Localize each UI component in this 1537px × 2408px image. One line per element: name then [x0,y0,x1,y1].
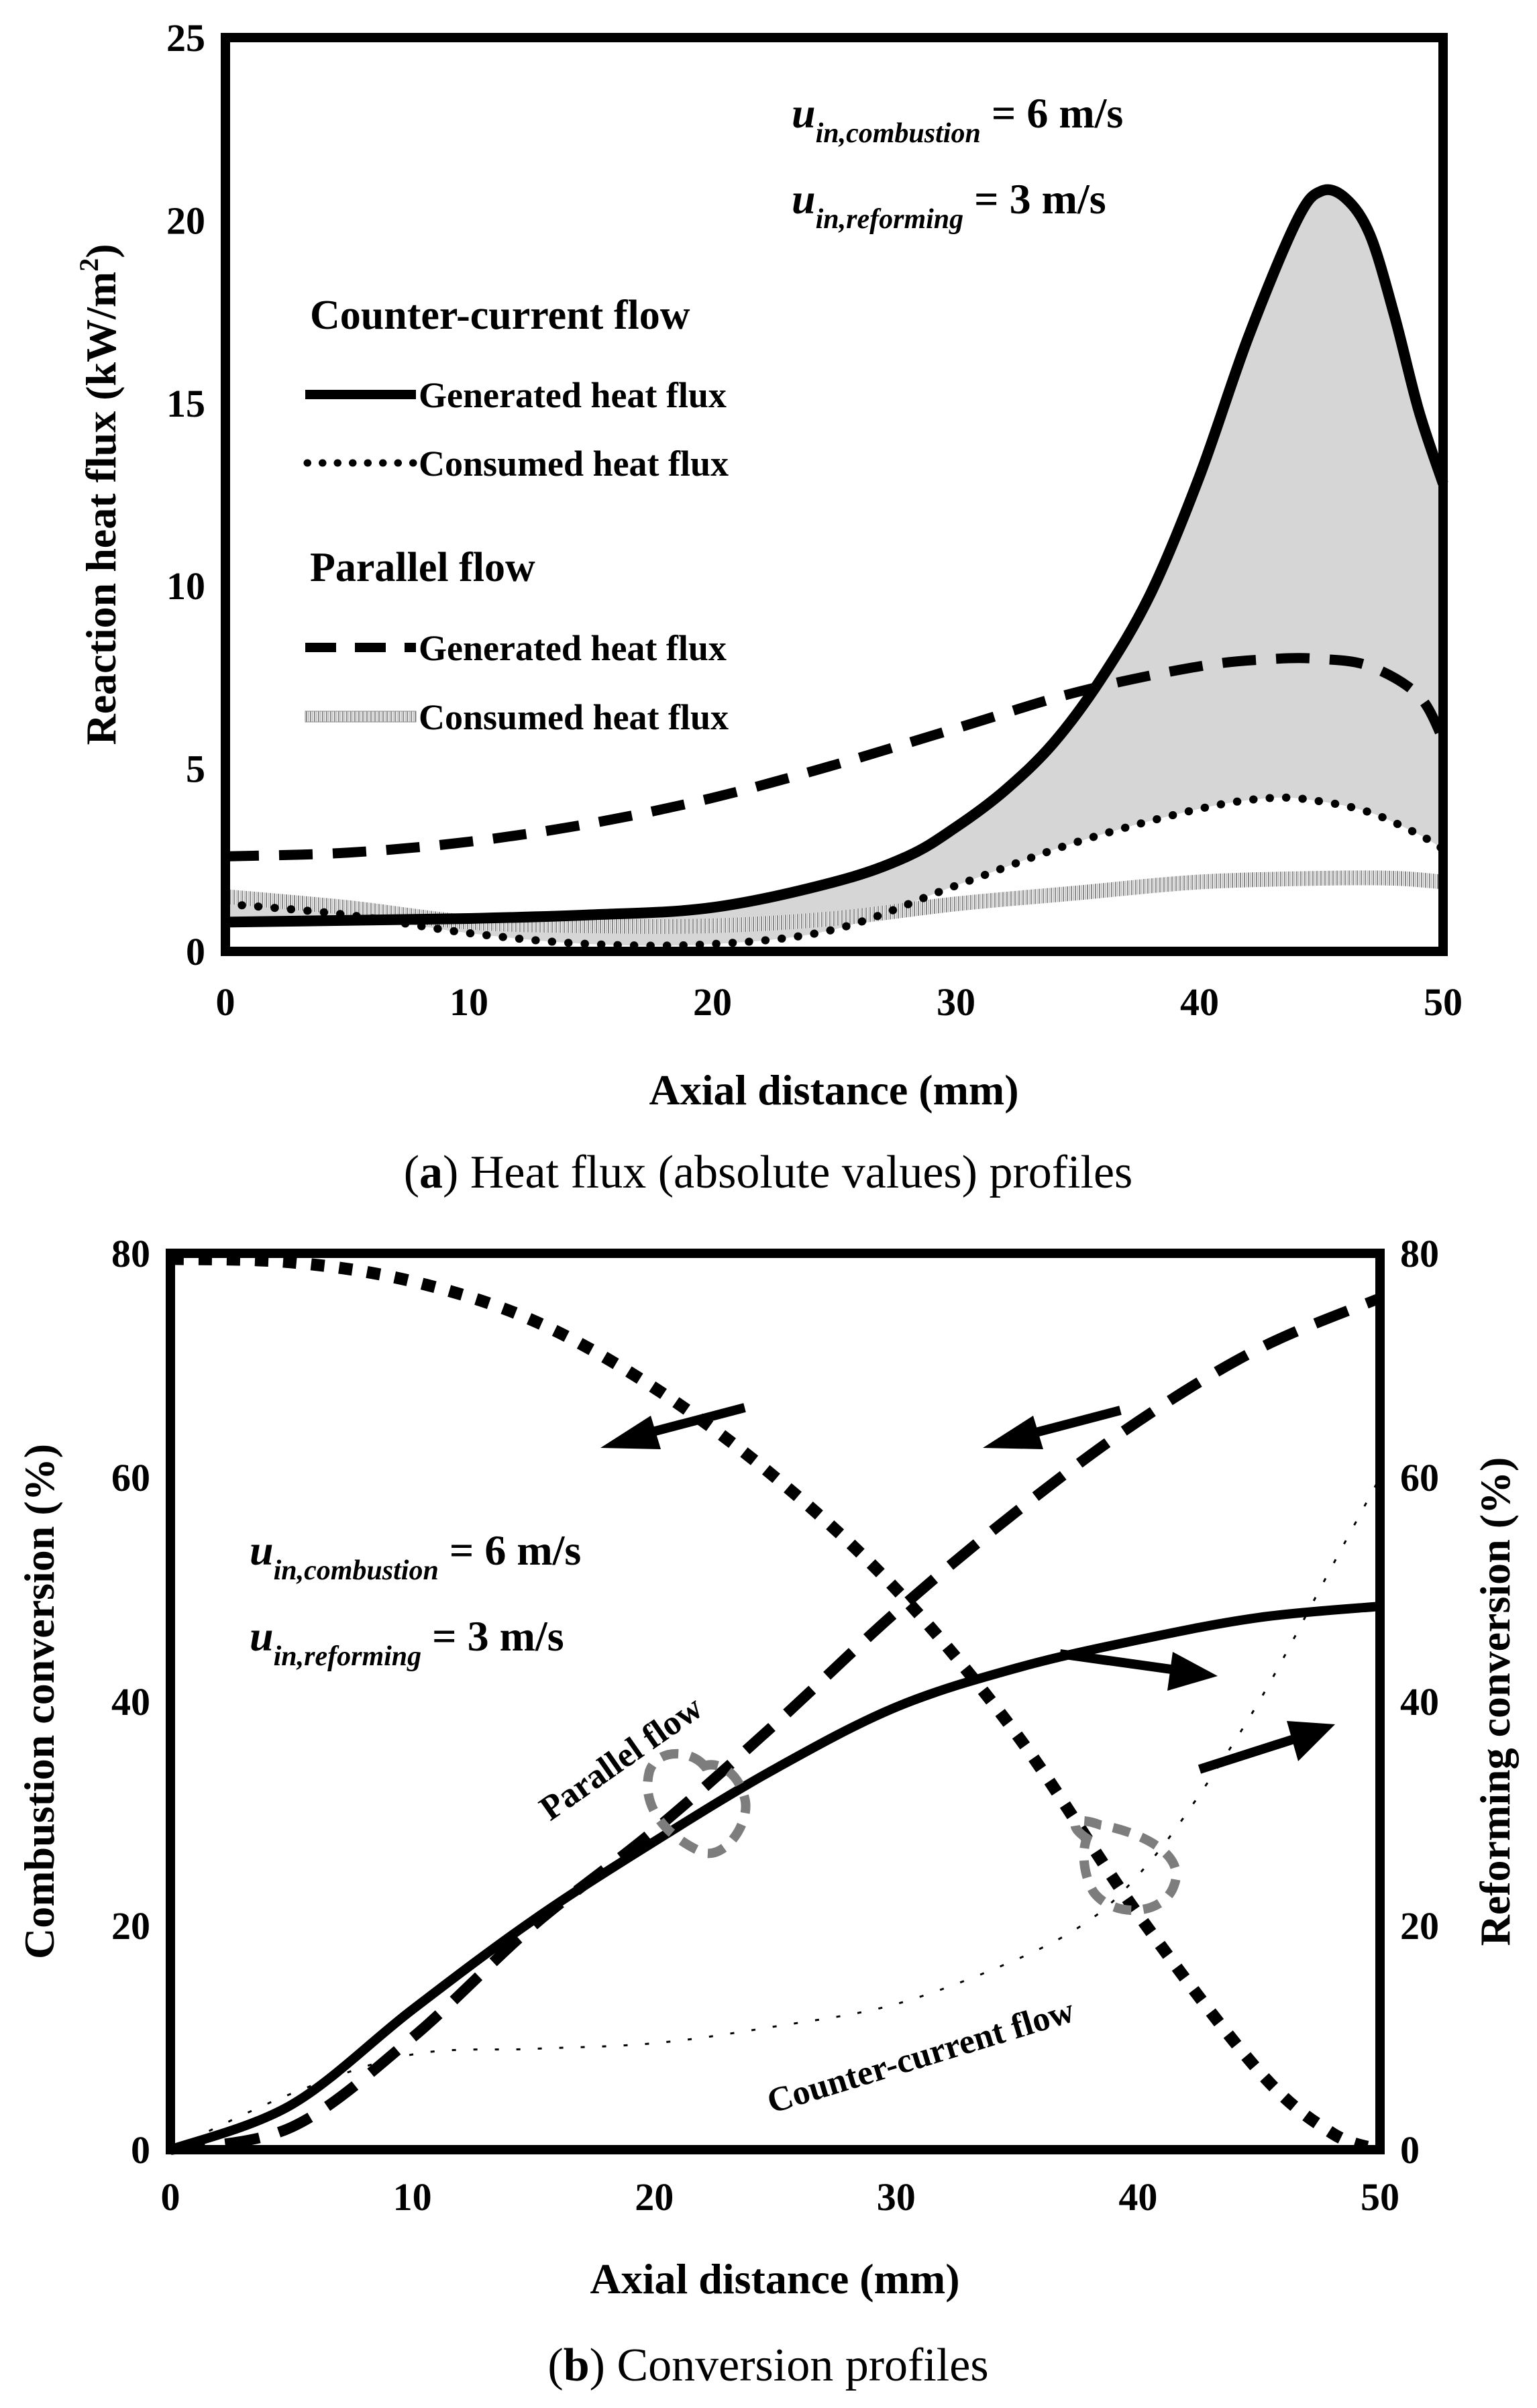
panel-a-y-tick-25: 25 [166,16,205,60]
panel-b-y-tick-40: 40 [111,1680,150,1724]
legend-title-counter-current: Counter-current flow [310,293,690,338]
panel-b-x-tick-40: 40 [1118,2175,1157,2219]
panel-b-annotation-combustion-velocity: uin,combustion = 6 m/s [250,1526,581,1586]
panel-a-annotation-reforming-velocity: uin,reforming = 3 m/s [792,175,1106,235]
panel-b-y2-tick-80: 80 [1400,1232,1439,1275]
panel-b-caption: (b) Conversion profiles [547,2340,988,2391]
panel-b-y-tick-20: 20 [111,1904,150,1948]
arrow-parallel-reforming-shaft [1059,1649,1181,1675]
panel-a-y-tick-10: 10 [166,564,205,608]
series-counter-current-reforming-conversion [170,1477,1381,2151]
panel-a-y-tick-20: 20 [166,199,205,242]
panel-a-x-tick-40: 40 [1180,980,1219,1024]
panel-a-y-tick-5: 5 [186,747,205,791]
arrow-parallel-combustion-head [983,1416,1043,1449]
panel-a-x-tick-0: 0 [216,980,235,1024]
shaded-area-between-fluxes [225,189,1443,946]
legend-label-parallel-generated: Generated heat flux [419,628,727,668]
arrow-counter-combustion-head [600,1416,661,1449]
series-parallel-generated-heat-flux [225,653,1448,861]
panel-b-y-axis-label: Combustion conversion (%) [15,1444,63,1959]
arrow-counter-reforming-shaft [1198,1733,1300,1774]
panel-a-x-axis-label: Axial distance (mm) [649,1066,1018,1114]
series-counter-current-combustion-conversion [170,1253,1382,2156]
counter-current-loop-marker [1070,1816,1181,1916]
series-counter-current-generated-heat-flux [225,184,1448,928]
panel-b-x-axis-label: Axial distance (mm) [590,2255,959,2303]
panel-b-y-tick-80: 80 [111,1232,150,1275]
panel-a-x-tick-50: 50 [1424,980,1463,1024]
panel-a-legend: Counter-current flow Generated heat flux… [303,293,729,737]
panel-b-y2-tick-0: 0 [1400,2128,1420,2172]
series-parallel-reforming-conversion [168,1602,1381,2154]
panel-a-y-axis-label: Reaction heat flux (kW/m2) [74,244,125,745]
legend-swatch-parallel-consumed [305,711,417,723]
panel-b-y2-tick-40: 40 [1400,1680,1439,1724]
panel-b-x-tick-10: 10 [393,2175,432,2219]
panel-a-ticks: 0 10 20 30 40 50 0 5 10 15 20 25 [166,16,1463,1024]
arrow-counter-reforming-head [1287,1721,1335,1761]
legend-label-parallel-consumed: Consumed heat flux [419,697,729,737]
panel-b-y-tick-0: 0 [131,2128,150,2172]
panel-a-x-tick-10: 10 [449,980,488,1024]
label-counter-current-flow: Counter-current flow [763,1991,1079,2122]
panel-a-plot-frame [221,33,1448,956]
panel-b-x-tick-30: 30 [877,2175,916,2219]
panel-b-y2-axis-label: Reforming conversion (%) [1471,1457,1519,1946]
panel-a-caption: (a) Heat flux (absolute values) profiles [404,1147,1133,1198]
panel-a-x-tick-20: 20 [693,980,732,1024]
panel-b-annotation-reforming-velocity: uin,reforming = 3 m/s [250,1612,564,1672]
legend-label-counter-consumed: Consumed heat flux [419,443,729,484]
panel-b-arrows [600,1403,1335,1774]
series-parallel-combustion-conversion [169,1293,1383,2155]
panel-a-y-tick-0: 0 [186,930,205,974]
panel-a-heat-flux: 0 10 20 30 40 50 0 5 10 15 20 25 Axial distance (mm… [74,16,1463,1198]
legend-label-counter-generated: Generated heat flux [419,375,727,415]
panel-b-plot-frame [166,1249,1385,2154]
panel-a-annotation-combustion-velocity: uin,combustion = 6 m/s [792,89,1123,149]
arrow-parallel-combustion-shaft [1022,1406,1122,1441]
legend-title-parallel: Parallel flow [310,545,535,590]
panel-b-y2-tick-20: 20 [1400,1904,1439,1948]
panel-a-x-tick-30: 30 [937,980,975,1024]
panel-a-series-group [221,184,1448,950]
panel-b-x-tick-20: 20 [635,2175,674,2219]
panel-a-y-tick-15: 15 [166,382,205,425]
panel-b-y-tick-60: 60 [111,1456,150,1500]
panel-b-series-group [168,1253,1383,2156]
panel-b-x-tick-0: 0 [161,2175,180,2219]
panel-b-y2-tick-60: 60 [1400,1456,1439,1500]
panel-b-x-tick-50: 50 [1361,2175,1399,2219]
arrow-parallel-reforming-head [1167,1652,1218,1691]
